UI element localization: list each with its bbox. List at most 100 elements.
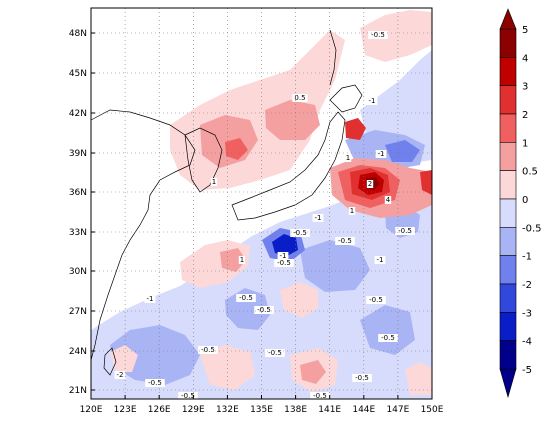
contour-label: -0.5 [313, 392, 327, 400]
blue-patch-4 [360, 305, 415, 355]
colorbar-label: 5 [522, 25, 528, 36]
contour-label-bg [274, 259, 294, 267]
lat-tick-label: 27N [69, 307, 87, 317]
contour-label-bg [352, 374, 372, 382]
contour-label-bg [366, 180, 374, 188]
contour-label: -1 [147, 295, 154, 303]
contour-label-bg [236, 294, 256, 302]
korea-coast [184, 127, 223, 193]
lon-tick-label: 144E [352, 405, 375, 415]
light-red-south-5 [110, 345, 138, 372]
contour-label: -0.5 [293, 229, 307, 237]
lat-tick-label: 24N [69, 347, 87, 357]
contour-label-bg [310, 392, 330, 400]
lon-tick-label: 132E [216, 405, 239, 415]
lon-tick-label: 147E [386, 405, 409, 415]
contour-label: -1 [315, 214, 322, 222]
contour-label: -1 [378, 150, 385, 158]
colorbar-band [499, 283, 517, 313]
contour-label: -0.5 [239, 294, 253, 302]
contour-label-bg [254, 306, 274, 314]
lon-tick-label: 135E [250, 405, 273, 415]
colorbar-label: -2 [522, 280, 532, 291]
contour-label-bg [277, 252, 289, 260]
colorbar-band [499, 57, 517, 86]
contour-label-bg [145, 379, 165, 387]
contour-label: 1 [212, 178, 216, 186]
red-south-2 [300, 360, 326, 384]
contour-label-bg [312, 214, 324, 222]
lat-tick-label: 36N [69, 188, 87, 198]
japan-honshu-coast [231, 111, 346, 221]
contour-label-bg [375, 150, 387, 158]
lat-tick-label: 48N [69, 29, 87, 39]
contour-label: 0.5 [294, 94, 305, 102]
contour-label-bg [384, 196, 392, 204]
colorbar-band [499, 113, 517, 143]
contour-label-bg [178, 392, 198, 400]
contour-label: -0.5 [369, 296, 383, 304]
colorbar-label: -1 [522, 252, 532, 263]
contour-label: -0.5 [181, 392, 195, 400]
lat-tick-label: 33N [69, 228, 87, 238]
contour-label: -0.5 [148, 379, 162, 387]
colorbar-band [499, 85, 517, 115]
colorbar-band [499, 28, 517, 58]
colorbar-band [499, 170, 517, 200]
colorbar-top-triangle [499, 8, 517, 30]
contour-label-bg [292, 94, 308, 102]
lat-tick-label: 30N [69, 267, 87, 277]
red-north-2 [265, 100, 320, 140]
contour-label-bg [198, 346, 218, 354]
contour-label-bg [395, 227, 415, 235]
contour-label-bg [335, 237, 355, 245]
blue-patch-7 [385, 140, 420, 162]
gridlines [91, 8, 432, 399]
colorbar-band [499, 340, 517, 370]
light-red-south-3 [200, 345, 255, 390]
contour-label: -1 [369, 97, 376, 105]
lat-tick-label: 39N [69, 149, 87, 159]
lon-tick-label: 120E [80, 405, 103, 415]
contour-label: -1 [280, 252, 287, 260]
colorbar-label: 0 [522, 195, 528, 206]
contour-label-bg [344, 154, 352, 162]
light-red-south-2 [280, 282, 318, 318]
light-red-northeast [360, 10, 432, 62]
colorbar-band [499, 227, 517, 256]
contour-label-bg [114, 371, 126, 379]
lon-tick-label: 126E [148, 405, 171, 415]
colorbar-bottom-triangle [499, 368, 517, 399]
lon-tick-label: 123E [114, 405, 137, 415]
colorbar-label: -4 [522, 337, 532, 348]
red-east-edge [420, 170, 432, 195]
contour-label: 4 [386, 196, 391, 204]
blue-patch-3 [300, 240, 370, 292]
contour-label: -0.5 [355, 374, 369, 382]
deep-blue-core [272, 234, 298, 256]
lon-tick-labels: 120E 123E 126E 129E 132E 135E 138E 141E 144E 147E… [80, 395, 444, 415]
contour-label: 1 [346, 154, 350, 162]
contour-label: -1 [377, 256, 384, 264]
contour-label-bg [366, 97, 378, 105]
contour-label: -2 [117, 371, 124, 379]
lon-tick-label: 138E [284, 405, 307, 415]
colorbar-label: 2 [522, 110, 528, 121]
colorbar-label: 1 [522, 138, 528, 149]
contour-label-bg [238, 256, 246, 264]
hokkaido-coast [329, 84, 363, 113]
contour-label-bg [348, 207, 356, 215]
light-red-south-6 [405, 362, 432, 395]
contour-label: -0.5 [398, 227, 412, 235]
lat-tick-label: 42N [69, 109, 87, 119]
colorbar-label: -0.5 [522, 223, 542, 234]
contour-label-bg [210, 178, 218, 186]
contour-label-bg [378, 334, 398, 342]
colorbar-band [499, 198, 517, 228]
contour-label: -0.5 [371, 31, 385, 39]
asia-mainland-coast [90, 109, 196, 361]
contour-label: 2 [368, 180, 372, 188]
